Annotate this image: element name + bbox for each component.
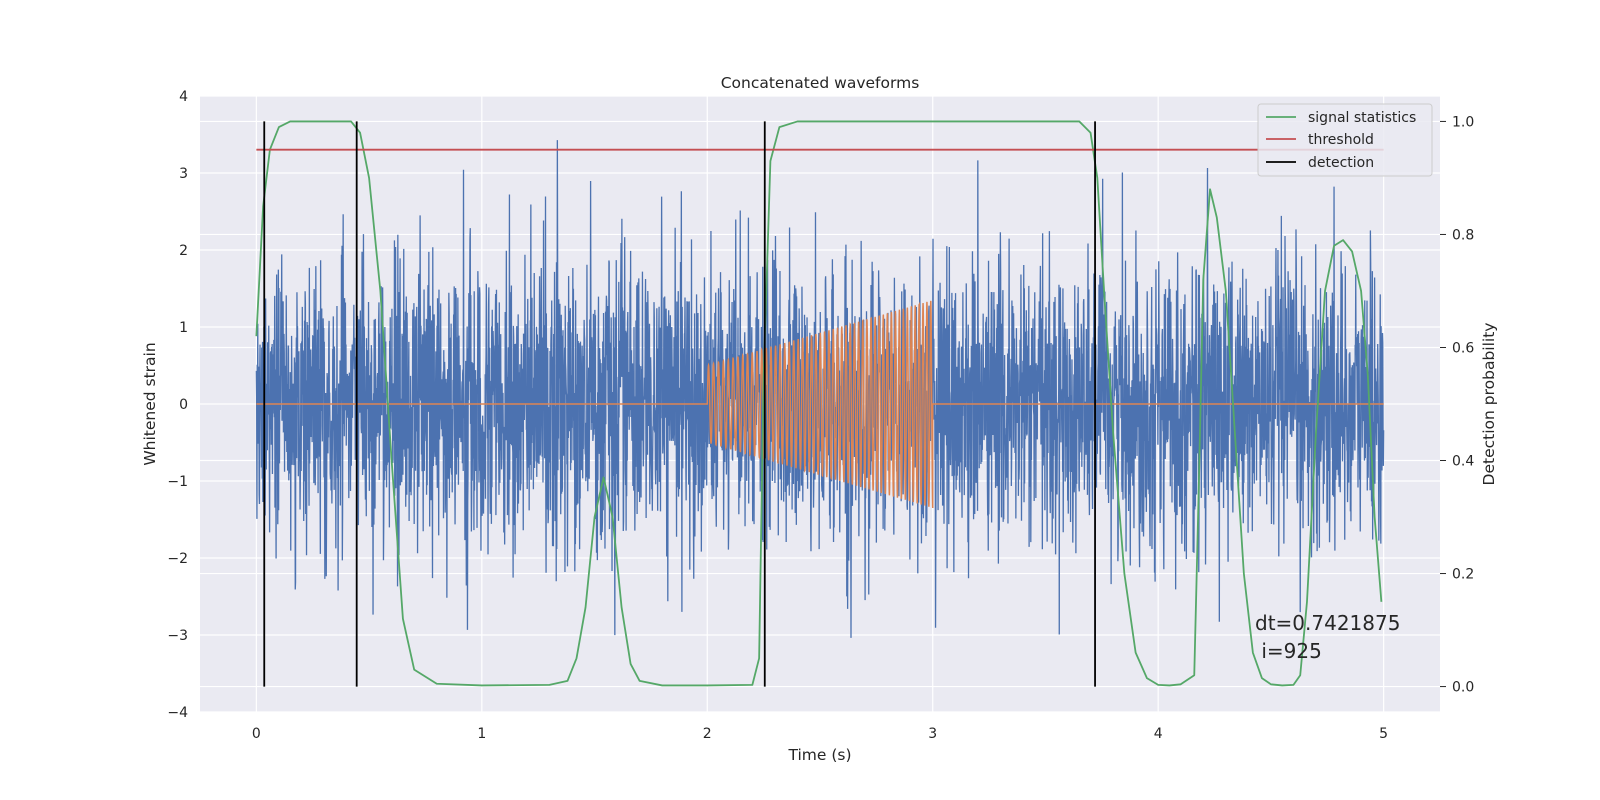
y-tick-label: 1: [179, 320, 188, 336]
y-tick-label: −1: [167, 474, 188, 490]
x-tick-label: 0: [252, 726, 261, 742]
y-tick-label: 4: [179, 89, 188, 105]
x-axis-ticks: 0 1 2 3 4 5: [252, 726, 1388, 742]
legend: signal statistics threshold detection: [1257, 103, 1433, 177]
x-tick-label: 5: [1379, 726, 1388, 742]
chart-title: Concatenated waveforms: [721, 74, 920, 92]
legend-box: [1257, 103, 1433, 177]
y-tick-label: 2: [179, 243, 188, 259]
legend-label-detection: detection: [1308, 155, 1374, 171]
x-tick-label: 2: [703, 726, 712, 742]
x-tick-label: 1: [477, 726, 486, 742]
y-axis-ticks: 4 3 2 1 0 −1 −2 −3 −4: [167, 89, 188, 721]
legend-label-threshold: threshold: [1308, 132, 1374, 148]
y-tick-label: 0: [179, 397, 188, 413]
legend-label-signal-statistics: signal statistics: [1308, 110, 1416, 126]
y-tick-label: −3: [167, 628, 188, 644]
right-tick-label: 0.8: [1452, 227, 1474, 243]
x-axis-label: Time (s): [787, 746, 851, 764]
right-tick-label: 0.0: [1452, 680, 1474, 696]
right-tick-label: 0.6: [1452, 340, 1474, 356]
series-whitened-strain: [255, 140, 1385, 638]
right-axis-ticks: 1.0 0.8 0.6 0.4 0.2 0.0: [1440, 114, 1474, 696]
annotation-dt: dt=0.7421875: [1255, 611, 1400, 635]
y-tick-label: −2: [167, 551, 188, 567]
y-tick-label: −4: [167, 705, 188, 721]
right-tick-label: 0.4: [1452, 454, 1474, 470]
series-signal-statistics: [255, 120, 1383, 687]
series-injected-waveform: [256, 300, 1384, 508]
right-axis-label: Detection probability: [1480, 323, 1498, 486]
plot-series: [255, 120, 1385, 687]
x-tick-label: 4: [1154, 726, 1163, 742]
x-tick-label: 3: [928, 726, 937, 742]
annotation-index: i=925: [1255, 639, 1322, 663]
y-tick-label: 3: [179, 166, 188, 182]
right-tick-label: 0.2: [1452, 567, 1474, 583]
y-axis-label: Whitened strain: [141, 342, 159, 465]
right-tick-label: 1.0: [1452, 114, 1474, 130]
